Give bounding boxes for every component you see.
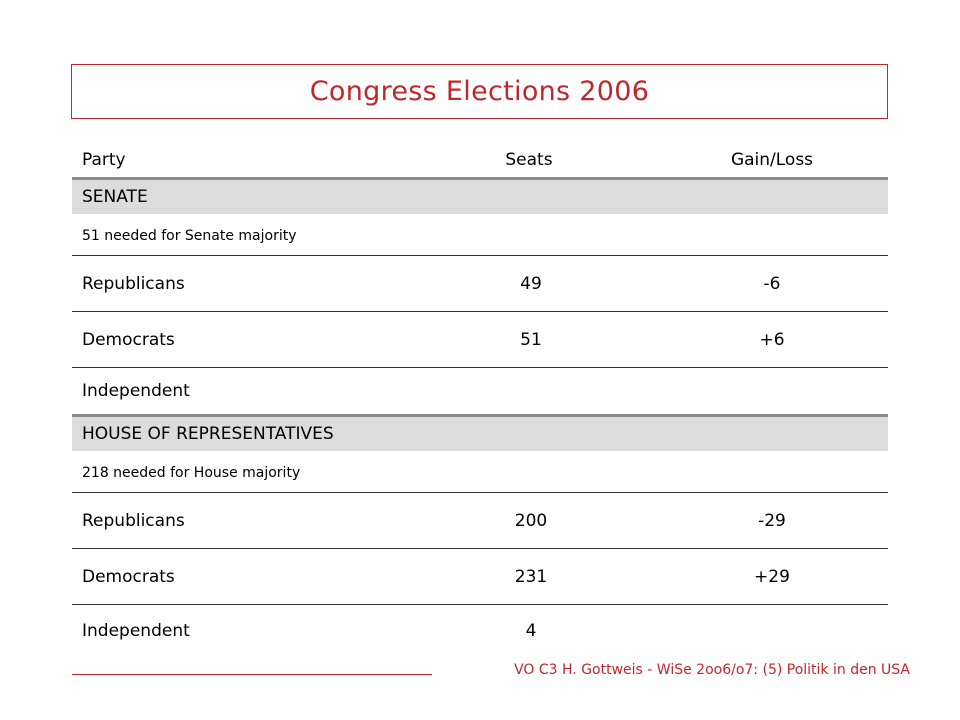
table-row-senate-republicans: Republicans 49 -6 bbox=[72, 256, 888, 312]
table-row-senate-independent: Independent bbox=[72, 368, 888, 417]
seats-cell bbox=[471, 368, 591, 414]
footer-divider bbox=[72, 674, 432, 675]
table-row-house-republicans: Republicans 200 -29 bbox=[72, 493, 888, 549]
party-cell: Democrats bbox=[82, 566, 175, 587]
table-header-row: Party Seats Gain/Loss bbox=[72, 142, 888, 180]
title-box: Congress Elections 2006 bbox=[71, 64, 888, 119]
seats-cell: 4 bbox=[525, 621, 537, 641]
majority-note: 51 needed for Senate majority bbox=[82, 227, 297, 244]
section-heading-house: HOUSE OF REPRESENTATIVES bbox=[72, 417, 888, 451]
section-heading-label: SENATE bbox=[82, 187, 148, 207]
party-cell: Independent bbox=[82, 621, 190, 641]
section-note-senate: 51 needed for Senate majority bbox=[72, 214, 888, 256]
party-cell: Republicans bbox=[82, 273, 185, 294]
table-row-house-democrats: Democrats 231 +29 bbox=[72, 549, 888, 605]
footer-caption: VO C3 H. Gottweis - WiSe 2oo6/o7: (5) Po… bbox=[514, 662, 910, 678]
seats-cell: 200 bbox=[514, 510, 548, 531]
column-header-gain-loss: Gain/Loss bbox=[730, 149, 814, 170]
majority-note: 218 needed for House majority bbox=[82, 464, 301, 481]
gain-loss-cell bbox=[712, 605, 832, 657]
gain-loss-cell: -6 bbox=[763, 273, 781, 294]
gain-loss-cell: +29 bbox=[754, 566, 790, 587]
seats-cell: 49 bbox=[520, 273, 542, 294]
party-cell: Democrats bbox=[82, 329, 175, 350]
table-row-senate-democrats: Democrats 51 +6 bbox=[72, 312, 888, 368]
page-title: Congress Elections 2006 bbox=[309, 76, 650, 107]
party-cell: Republicans bbox=[82, 510, 185, 531]
results-table: Party Seats Gain/Loss SENATE 51 needed f… bbox=[72, 142, 888, 657]
column-header-party: Party bbox=[82, 149, 126, 170]
section-heading-senate: SENATE bbox=[72, 180, 888, 214]
seats-cell: 51 bbox=[520, 329, 542, 350]
table-row-house-independent: Independent 4 bbox=[72, 605, 888, 657]
section-note-house: 218 needed for House majority bbox=[72, 451, 888, 493]
section-heading-label: HOUSE OF REPRESENTATIVES bbox=[82, 424, 334, 444]
gain-loss-cell bbox=[712, 368, 832, 414]
party-cell: Independent bbox=[82, 381, 190, 401]
gain-loss-cell: +6 bbox=[759, 329, 785, 350]
gain-loss-cell: -29 bbox=[758, 510, 786, 531]
column-header-seats: Seats bbox=[505, 149, 553, 170]
seats-cell: 231 bbox=[514, 566, 548, 587]
